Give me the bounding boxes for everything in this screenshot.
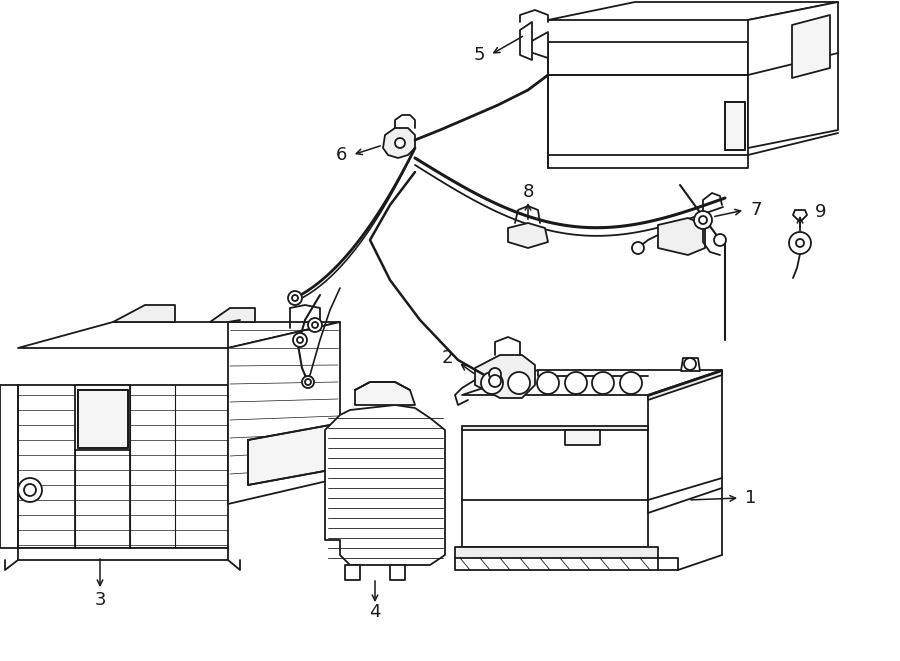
Polygon shape <box>565 430 600 445</box>
Text: 4: 4 <box>369 603 381 621</box>
Polygon shape <box>75 385 130 450</box>
Polygon shape <box>520 22 532 60</box>
Circle shape <box>312 322 318 328</box>
Circle shape <box>694 211 712 229</box>
Polygon shape <box>485 368 504 381</box>
Polygon shape <box>228 322 340 504</box>
Polygon shape <box>18 548 228 560</box>
Polygon shape <box>548 2 838 20</box>
Text: 6: 6 <box>336 146 347 164</box>
Circle shape <box>796 239 804 247</box>
Circle shape <box>305 379 311 385</box>
Circle shape <box>302 376 314 388</box>
Polygon shape <box>383 128 415 158</box>
Circle shape <box>508 372 530 394</box>
Polygon shape <box>792 15 830 78</box>
Polygon shape <box>18 385 228 548</box>
Circle shape <box>292 295 298 301</box>
Polygon shape <box>658 218 705 255</box>
Circle shape <box>620 372 642 394</box>
Circle shape <box>293 333 307 347</box>
Text: 2: 2 <box>442 349 453 367</box>
Polygon shape <box>210 308 255 322</box>
Circle shape <box>489 368 501 380</box>
Circle shape <box>297 337 303 343</box>
Polygon shape <box>355 382 415 405</box>
Polygon shape <box>475 355 535 398</box>
Polygon shape <box>462 370 722 395</box>
Circle shape <box>632 242 644 254</box>
Circle shape <box>565 372 587 394</box>
Text: 3: 3 <box>94 591 106 609</box>
Circle shape <box>489 375 501 387</box>
Circle shape <box>288 291 302 305</box>
Polygon shape <box>508 223 548 248</box>
Polygon shape <box>548 42 748 168</box>
Text: 8: 8 <box>522 183 534 201</box>
Text: 9: 9 <box>815 203 826 221</box>
Polygon shape <box>390 565 405 580</box>
Circle shape <box>714 234 726 246</box>
Circle shape <box>789 232 811 254</box>
Polygon shape <box>455 547 658 558</box>
Polygon shape <box>248 425 330 485</box>
Polygon shape <box>462 426 648 430</box>
Polygon shape <box>113 305 175 322</box>
Polygon shape <box>648 371 722 400</box>
Text: 7: 7 <box>750 201 761 219</box>
Circle shape <box>481 372 503 394</box>
Circle shape <box>592 372 614 394</box>
Circle shape <box>24 484 36 496</box>
Text: 5: 5 <box>473 46 485 64</box>
Circle shape <box>699 216 707 224</box>
Text: 1: 1 <box>745 489 756 507</box>
Polygon shape <box>18 322 340 348</box>
Polygon shape <box>345 565 360 580</box>
Circle shape <box>537 372 559 394</box>
Polygon shape <box>530 32 548 58</box>
Circle shape <box>18 478 42 502</box>
Polygon shape <box>78 390 128 448</box>
Polygon shape <box>325 405 445 565</box>
Circle shape <box>308 318 322 332</box>
Circle shape <box>684 358 696 370</box>
Polygon shape <box>462 428 648 547</box>
Polygon shape <box>681 358 700 371</box>
Polygon shape <box>648 370 722 513</box>
Polygon shape <box>748 2 838 148</box>
Circle shape <box>395 138 405 148</box>
Polygon shape <box>725 102 745 150</box>
